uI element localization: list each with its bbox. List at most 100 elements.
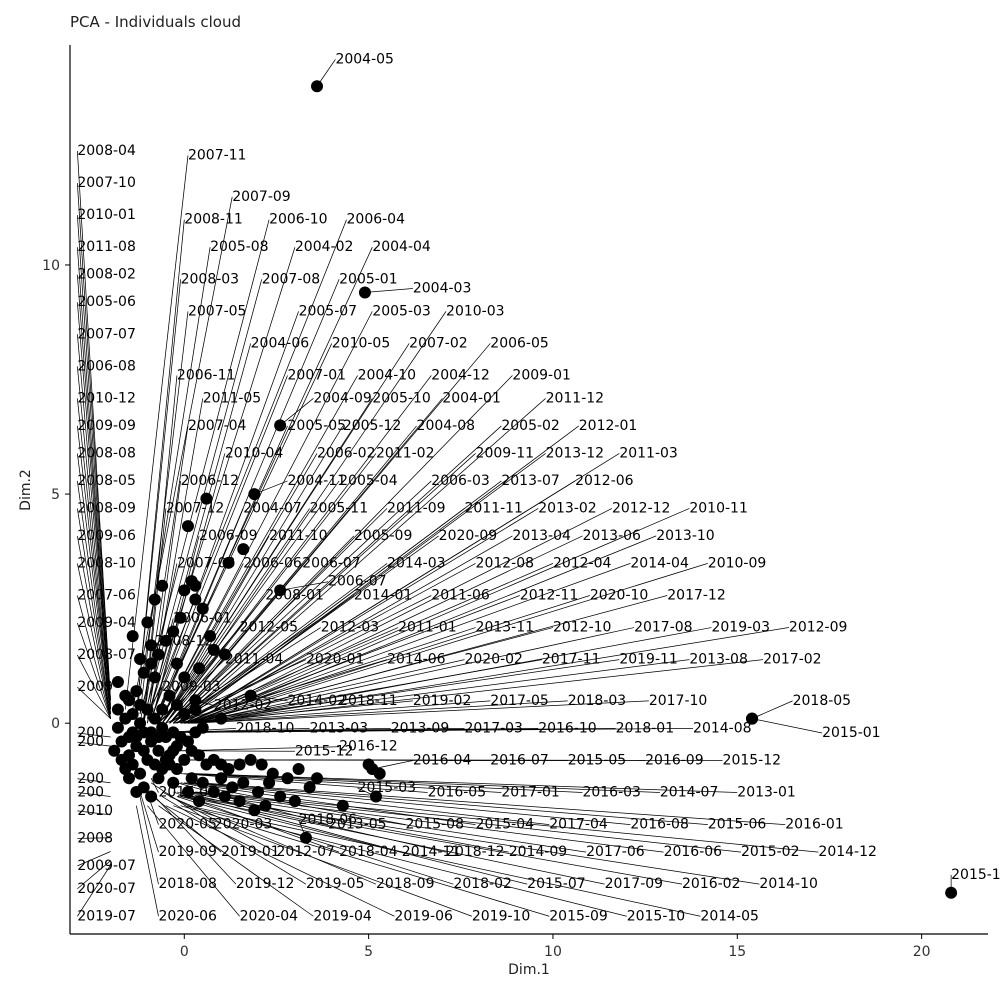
data-point (178, 753, 191, 766)
connector-line (143, 508, 167, 724)
connector-line (191, 508, 690, 724)
point-label: 2007-04 (188, 418, 247, 434)
connector-line (76, 215, 111, 705)
point-label: 2004-10 (358, 368, 417, 384)
point-label: 2007-02 (409, 335, 468, 351)
connector-line (176, 508, 465, 724)
connector-line (124, 155, 189, 710)
data-point (248, 488, 261, 501)
connector-line (161, 535, 270, 724)
connector-line (372, 760, 413, 770)
connector-line (191, 595, 668, 724)
data-point (222, 763, 235, 776)
point-label: 2012-07 (276, 844, 335, 860)
point-label: 2014-09 (509, 844, 568, 860)
point-label: 2011-12 (546, 390, 605, 406)
point-label: 2015-08 (405, 817, 464, 833)
connector-line (143, 425, 189, 719)
x-tick-label: 20 (913, 944, 931, 960)
connector-line (139, 796, 159, 885)
data-point (274, 419, 287, 432)
x-axis-label: Dim.1 (508, 962, 550, 978)
point-label: 2015-09 (549, 908, 608, 924)
point-label: 2020-05 (158, 817, 217, 833)
point-label: 2011-11 (464, 500, 523, 516)
data-point (134, 717, 147, 730)
point-label: 2012-02 (214, 697, 273, 713)
point-label: 2007-07 (77, 326, 136, 342)
data-point (233, 795, 246, 808)
point-label: 2016-08 (630, 817, 689, 833)
connector-line (187, 782, 550, 825)
connector-line (161, 480, 340, 724)
point-label: 2008-12 (155, 633, 214, 649)
point-label: 2017-09 (605, 876, 664, 892)
point-label: 2019-09 (158, 844, 217, 860)
data-point (196, 602, 209, 615)
point-label: 2014-07 (660, 785, 719, 801)
connector-line (169, 535, 355, 724)
data-point (945, 886, 958, 899)
data-point (148, 671, 161, 684)
data-point (207, 785, 220, 798)
data-point (358, 286, 371, 299)
data-point (178, 671, 191, 684)
point-label: 2011-05 (203, 390, 262, 406)
point-label: 2015-12 (295, 743, 354, 759)
point-label: 2019-06 (394, 908, 453, 924)
data-point (746, 712, 759, 725)
point-label: 2016-05 (428, 785, 487, 801)
point-label: 2009-11 (476, 445, 535, 461)
connector-line (76, 183, 111, 701)
data-point (226, 781, 239, 794)
connector-line (195, 759, 723, 761)
data-point (189, 579, 202, 592)
point-label: 2012-01 (579, 418, 638, 434)
connector-line (184, 700, 491, 724)
data-point (170, 657, 183, 670)
connector-line (191, 563, 708, 724)
connector-line (165, 375, 432, 724)
connector-line (135, 805, 159, 917)
data-point (115, 735, 128, 748)
point-label: 2005-02 (501, 418, 559, 434)
point-label: 2017-10 (649, 693, 708, 709)
point-label: 2017-02 (763, 652, 822, 668)
data-point (200, 492, 213, 505)
connector-line (77, 865, 111, 917)
point-label: 2004-05 (335, 51, 394, 67)
point-label: 2006-04 (347, 212, 406, 228)
point-label: 2010-04 (225, 445, 284, 461)
data-point (167, 744, 180, 757)
connector-line (184, 805, 627, 917)
x-tick-label: 15 (728, 944, 746, 960)
point-label: 2016-02 (682, 876, 741, 892)
data-point (259, 799, 272, 812)
connector-line (180, 746, 340, 752)
data-point (126, 758, 139, 771)
point-label: 2020-10 (590, 587, 649, 603)
point-label: 2007-03 (177, 555, 236, 571)
point-label: 2020-09 (439, 528, 498, 544)
point-label: 2011-10 (269, 528, 328, 544)
point-label: 2004-07 (243, 500, 301, 516)
point-label: 2017-12 (667, 587, 726, 603)
connector-line (154, 247, 373, 719)
point-label: 2006-06 (243, 555, 302, 571)
point-label: 2013-05 (328, 817, 387, 833)
y-tick-label: 5 (51, 487, 60, 503)
data-point (111, 675, 124, 688)
connector-line (158, 659, 226, 724)
connector-line (154, 508, 244, 724)
connector-line (187, 700, 568, 724)
connector-line (180, 659, 465, 724)
point-label: 2012-08 (476, 555, 535, 571)
point-label: 2013-09 (391, 720, 450, 736)
connector-line (195, 782, 708, 825)
data-point (222, 556, 235, 569)
data-point (215, 712, 228, 725)
point-label: 2019-11 (619, 652, 678, 668)
point-label: 2005-09 (354, 528, 413, 544)
data-point (281, 772, 294, 785)
connector-line (187, 773, 583, 793)
